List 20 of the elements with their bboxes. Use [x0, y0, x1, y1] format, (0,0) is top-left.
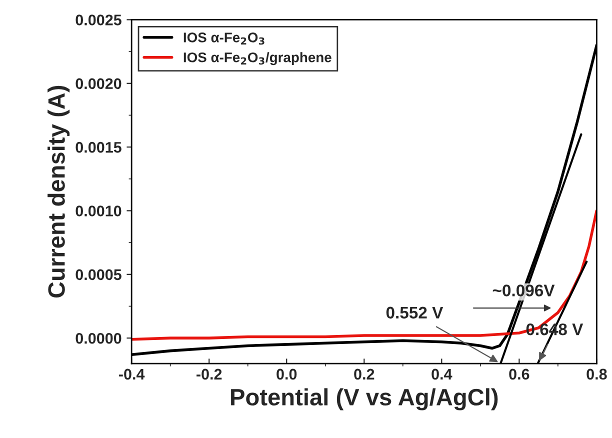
y-tick-label: 0.0010: [76, 206, 122, 216]
legend-label: IOS α-Fe$_{2}$O$_{3}$: [184, 32, 264, 45]
y-tick-label: 0.0000: [76, 332, 122, 344]
x-axis-title: Potential (V vs Ag/AgCl): [231, 388, 498, 410]
annotation: ~0.096V: [492, 284, 555, 296]
y-axis-title: Current density (A): [48, 86, 70, 298]
annotation: 0.552 V: [386, 306, 444, 319]
x-tick-label: 0.8: [586, 368, 607, 380]
x-tick-label: -0.2: [196, 368, 222, 380]
y-tick-label: 0.0020: [76, 78, 122, 90]
x-tick-label: 0.6: [509, 368, 530, 380]
x-tick-label: -0.4: [119, 368, 145, 380]
x-tick-label: 0.0: [276, 368, 297, 380]
y-tick-label: 0.0025: [76, 14, 122, 26]
x-tick-label: 0.2: [354, 368, 374, 380]
line-series: [132, 209, 597, 341]
x-tick-label: 0.4: [432, 368, 452, 380]
y-tick-label: 0.0005: [76, 269, 122, 280]
legend-label: IOS α-Fe$_{2}$O$_{3}$/graphene: [184, 52, 332, 66]
y-tick-label: 0.0015: [76, 142, 122, 153]
